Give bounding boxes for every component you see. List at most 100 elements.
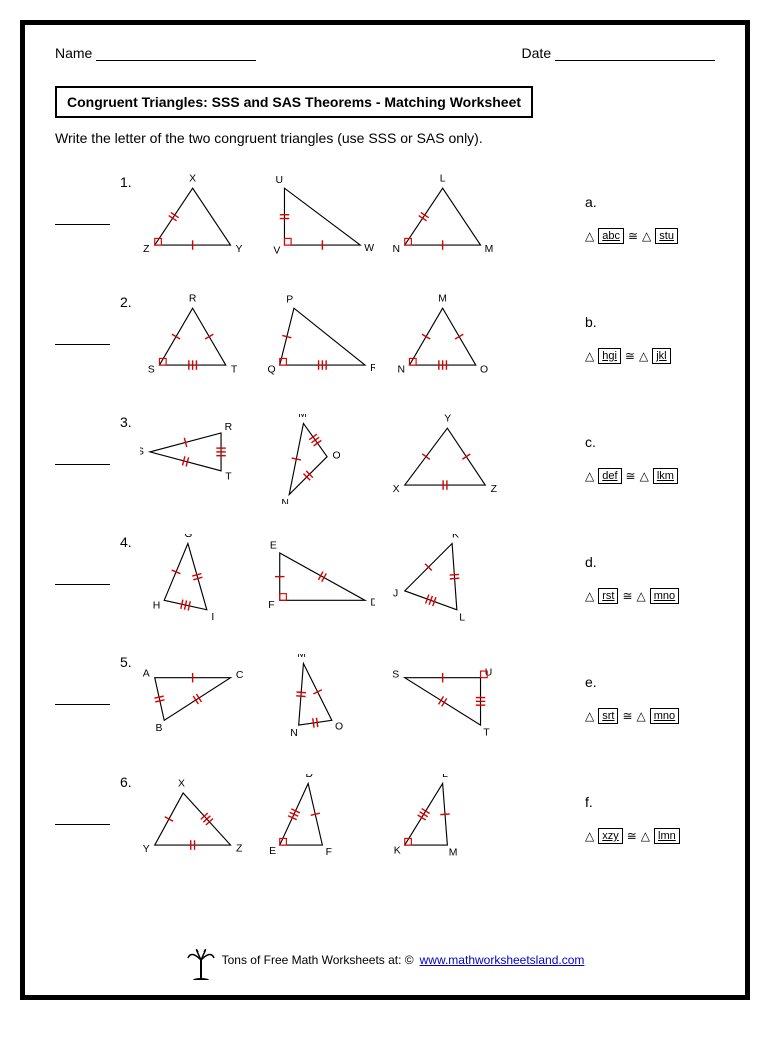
svg-text:M: M (297, 654, 306, 660)
svg-text:O: O (335, 721, 343, 732)
svg-text:R: R (225, 422, 233, 433)
svg-text:E: E (269, 846, 276, 857)
svg-text:G: G (184, 534, 192, 540)
triangles-area: RTSMONYXZ (140, 414, 580, 504)
question-number: 2. (120, 294, 140, 310)
header-row: Name Date (55, 45, 715, 61)
triangle-symbol: △ (641, 829, 650, 843)
svg-text:B: B (155, 723, 162, 734)
svg-text:S: S (140, 447, 144, 458)
question-number: 6. (120, 774, 140, 790)
svg-text:U: U (485, 668, 493, 679)
answer-blank[interactable] (55, 813, 110, 825)
option-letter: e. (585, 674, 715, 690)
triangle-diagram: KJL (390, 534, 500, 624)
svg-text:D: D (305, 774, 313, 780)
palm-icon (186, 940, 216, 980)
svg-text:X: X (178, 778, 185, 789)
name-field: Name (55, 45, 256, 61)
answer-blank[interactable] (55, 213, 110, 225)
date-blank[interactable] (555, 47, 715, 61)
svg-text:P: P (286, 295, 293, 306)
triangle-symbol: △ (585, 469, 594, 483)
option-column: c. △ def ≅ △ lkm (585, 434, 715, 484)
svg-text:L: L (440, 174, 446, 185)
date-field: Date (522, 45, 715, 61)
congruent-symbol: ≅ (626, 469, 636, 483)
triangle-diagram: RST (140, 294, 250, 384)
svg-text:K: K (452, 534, 459, 540)
right-triangle-name: mno (650, 588, 679, 604)
triangle-diagram: MNO (390, 294, 500, 384)
option-column: a. △ abc ≅ △ stu (585, 194, 715, 244)
triangle-symbol: △ (637, 589, 646, 603)
triangle-diagram: SUT (390, 654, 500, 744)
answer-blank[interactable] (55, 573, 110, 585)
congruent-symbol: ≅ (622, 589, 632, 603)
triangle-symbol: △ (585, 349, 594, 363)
triangles-area: XZYUVWLNM (140, 174, 580, 264)
triangle-diagram: E F D (265, 534, 375, 624)
option-column: d. △ rst ≅ △ mno (585, 554, 715, 604)
svg-text:Q: Q (267, 365, 275, 376)
svg-text:N: N (281, 498, 289, 504)
name-blank[interactable] (96, 47, 256, 61)
congruence-statement: △ xzy ≅ △ lmn (585, 828, 715, 844)
answer-blank[interactable] (55, 693, 110, 705)
svg-text:T: T (231, 365, 238, 376)
answer-blank[interactable] (55, 333, 110, 345)
congruence-statement: △ def ≅ △ lkm (585, 468, 715, 484)
name-label: Name (55, 45, 92, 61)
problems-area: 1. XZYUVWLNM a. △ abc ≅ △ stu 2. RSTPQRM… (55, 164, 715, 874)
problem-row: 1. XZYUVWLNM a. △ abc ≅ △ stu (55, 164, 715, 274)
svg-text:E: E (270, 541, 277, 552)
svg-text:M: M (449, 847, 458, 858)
svg-text:X: X (189, 174, 196, 185)
problem-row: 2. RSTPQRMNO b. △ hgi ≅ △ jkl (55, 284, 715, 394)
svg-text:V: V (273, 246, 280, 257)
problem-row: 4. GHIEFDKJL d. △ rst ≅ △ mno (55, 524, 715, 634)
svg-text:D: D (370, 598, 375, 609)
answer-blank[interactable] (55, 453, 110, 465)
right-triangle-name: mno (650, 708, 679, 724)
triangle-diagram: PQR (265, 294, 375, 384)
congruent-symbol: ≅ (625, 349, 635, 363)
svg-text:Y: Y (444, 414, 451, 425)
worksheet-title: Congruent Triangles: SSS and SAS Theorem… (55, 86, 533, 118)
triangle-symbol: △ (585, 829, 594, 843)
triangle-symbol: △ (585, 589, 594, 603)
right-triangle-name: lkm (653, 468, 678, 484)
left-triangle-name: rst (598, 588, 618, 604)
svg-text:M: M (298, 414, 307, 420)
svg-text:F: F (268, 600, 274, 611)
triangle-diagram: RTS (140, 414, 250, 504)
triangle-diagram: MON (265, 414, 375, 504)
problem-row: 5. ACBMONSUT e. △ srt ≅ △ mno (55, 644, 715, 754)
triangle-symbol: △ (640, 469, 649, 483)
question-number: 5. (120, 654, 140, 670)
option-column: e. △ srt ≅ △ mno (585, 674, 715, 724)
svg-text:M: M (485, 244, 494, 255)
congruent-symbol: ≅ (622, 709, 632, 723)
triangle-diagram: UVW (265, 174, 375, 264)
instructions-text: Write the letter of the two congruent tr… (55, 130, 715, 146)
option-column: b. △ hgi ≅ △ jkl (585, 314, 715, 364)
triangle-diagram: LNM (390, 174, 500, 264)
triangle-symbol: △ (639, 349, 648, 363)
triangle-diagram: MON (265, 654, 375, 744)
triangle-symbol: △ (585, 229, 594, 243)
triangles-area: RSTPQRMNO (140, 294, 580, 384)
option-letter: f. (585, 794, 715, 810)
footer-text: Tons of Free Math Worksheets at: © (222, 953, 414, 967)
worksheet-page: Name Date Congruent Triangles: SSS and S… (20, 20, 750, 1000)
svg-text:Z: Z (143, 244, 150, 255)
svg-text:C: C (236, 670, 244, 681)
option-letter: b. (585, 314, 715, 330)
option-column: f. △ xzy ≅ △ lmn (585, 794, 715, 844)
svg-text:K: K (394, 846, 401, 857)
footer-link[interactable]: www.mathworksheetsland.com (420, 953, 585, 967)
left-triangle-name: srt (598, 708, 618, 724)
question-number: 3. (120, 414, 140, 430)
svg-text:L: L (459, 613, 465, 624)
svg-text:M: M (438, 294, 447, 305)
